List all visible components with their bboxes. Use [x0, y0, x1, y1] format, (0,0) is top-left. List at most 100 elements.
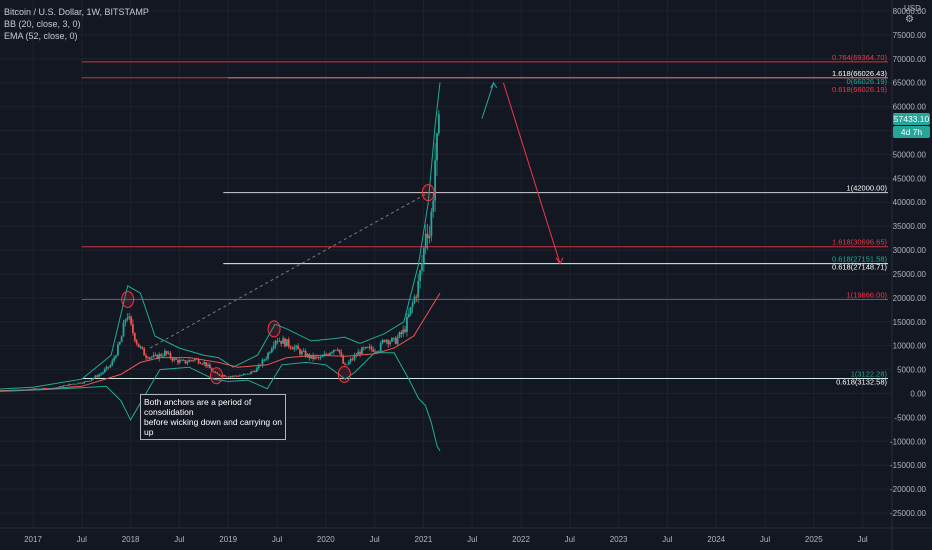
candle-body: [105, 366, 108, 370]
ema-indicator-label[interactable]: EMA (52, close, 0): [4, 31, 78, 41]
candle-body: [21, 389, 24, 391]
candle-body: [237, 375, 239, 377]
candle-body: [424, 233, 427, 249]
candle-body: [355, 355, 358, 357]
candle-body: [259, 364, 262, 366]
candle-body: [79, 382, 82, 384]
y-tick-label: -25000.00: [890, 509, 927, 518]
candle-body: [162, 355, 164, 357]
candle-body: [319, 357, 322, 359]
countdown-tag: 4d 7h: [893, 125, 930, 138]
candle-body: [98, 374, 101, 377]
candle-body: [101, 372, 104, 374]
candle-body: [364, 347, 367, 349]
annotation-marks: [121, 81, 564, 385]
candle-body: [327, 354, 330, 356]
candle-body: [51, 388, 54, 389]
annotation-note[interactable]: Both anchors are a period of consolidati…: [140, 394, 286, 440]
candle-body: [244, 373, 247, 375]
candle-body: [233, 375, 236, 377]
candle-body: [295, 345, 298, 348]
y-tick-label: 0.00: [910, 389, 926, 398]
candle-body: [361, 347, 363, 355]
candle-body: [68, 384, 71, 386]
candle-body: [173, 358, 176, 361]
candle-body: [83, 381, 86, 384]
candle-body: [210, 368, 213, 372]
candle-body: [359, 351, 361, 355]
candle-body: [400, 332, 403, 334]
candle-body: [426, 233, 429, 239]
candle-body: [56, 387, 59, 388]
candle-body: [177, 359, 179, 363]
candle-body: [145, 355, 147, 358]
candle-body: [430, 211, 433, 236]
candle-body: [383, 340, 386, 342]
candle-body: [158, 354, 161, 359]
candle-body: [186, 362, 189, 364]
x-tick-label: 2024: [707, 535, 725, 544]
x-tick-label: 2019: [219, 535, 237, 544]
candle-body: [222, 375, 224, 377]
candle-body: [128, 316, 131, 318]
candle-body: [203, 362, 206, 364]
candle-body: [81, 383, 84, 384]
anchor-circle: [121, 290, 135, 308]
candle-body: [214, 371, 217, 373]
candle-body: [421, 263, 423, 271]
candle-body: [240, 375, 243, 376]
candle-body: [385, 340, 388, 342]
candle-body: [261, 359, 264, 366]
candle-body: [347, 361, 350, 365]
candle-body: [55, 387, 57, 389]
candle-body: [195, 358, 198, 360]
x-tick-label: Jul: [760, 535, 770, 544]
y-tick-label: 50000.00: [893, 150, 927, 159]
currency-label[interactable]: USD: [904, 4, 921, 13]
candle-body: [332, 349, 335, 353]
time-axis[interactable]: 2017 Jul 2018 Jul 2019 Jul 2020 Jul 2021 Jul 2022 J…: [24, 535, 868, 544]
candle-body: [11, 390, 14, 392]
anchor-circle: [421, 184, 435, 202]
fib-label: 0.618(66026.19): [832, 85, 888, 94]
candle-body: [188, 360, 191, 363]
candle-body: [45, 388, 48, 390]
candle-body: [2, 390, 5, 392]
candle-body: [100, 373, 102, 375]
candle-body: [137, 343, 140, 348]
price-axis[interactable]: 80000.00 75000.00 70000.00 65000.00 60000.00…: [890, 7, 927, 518]
fib-label: 1(3122.28): [851, 370, 888, 379]
candle-body: [92, 377, 95, 380]
candle-body: [132, 324, 134, 334]
candle-body: [47, 388, 50, 390]
bb-indicator-label[interactable]: BB (20, close, 3, 0): [4, 19, 81, 29]
candle-body: [278, 340, 281, 342]
candle-body: [362, 347, 365, 349]
candle-body: [124, 319, 127, 323]
x-tick-label: 2023: [610, 535, 628, 544]
candle-body: [428, 235, 431, 239]
y-tick-label: 40000.00: [893, 198, 927, 207]
gear-icon[interactable]: ⚙: [905, 14, 914, 25]
y-tick-label: 75000.00: [893, 31, 927, 40]
x-tick-label: Jul: [174, 535, 184, 544]
x-tick-label: Jul: [565, 535, 575, 544]
y-tick-label: -10000.00: [890, 437, 927, 446]
candle-body: [184, 360, 187, 364]
y-tick-label: 45000.00: [893, 174, 927, 183]
candle-body: [310, 355, 313, 359]
candle-body: [242, 374, 245, 376]
fib-label: 1.618(30696.65): [832, 238, 888, 247]
candle-body: [30, 388, 33, 390]
candle-body: [26, 389, 29, 391]
fib-label: 1(42000.00): [847, 184, 888, 193]
candle-body: [353, 355, 356, 360]
candle-body: [60, 386, 63, 387]
candle-body: [49, 388, 52, 389]
candle-body: [227, 376, 230, 378]
candle-body: [6, 390, 9, 392]
candle-body: [267, 352, 269, 359]
candle-body: [304, 351, 307, 357]
